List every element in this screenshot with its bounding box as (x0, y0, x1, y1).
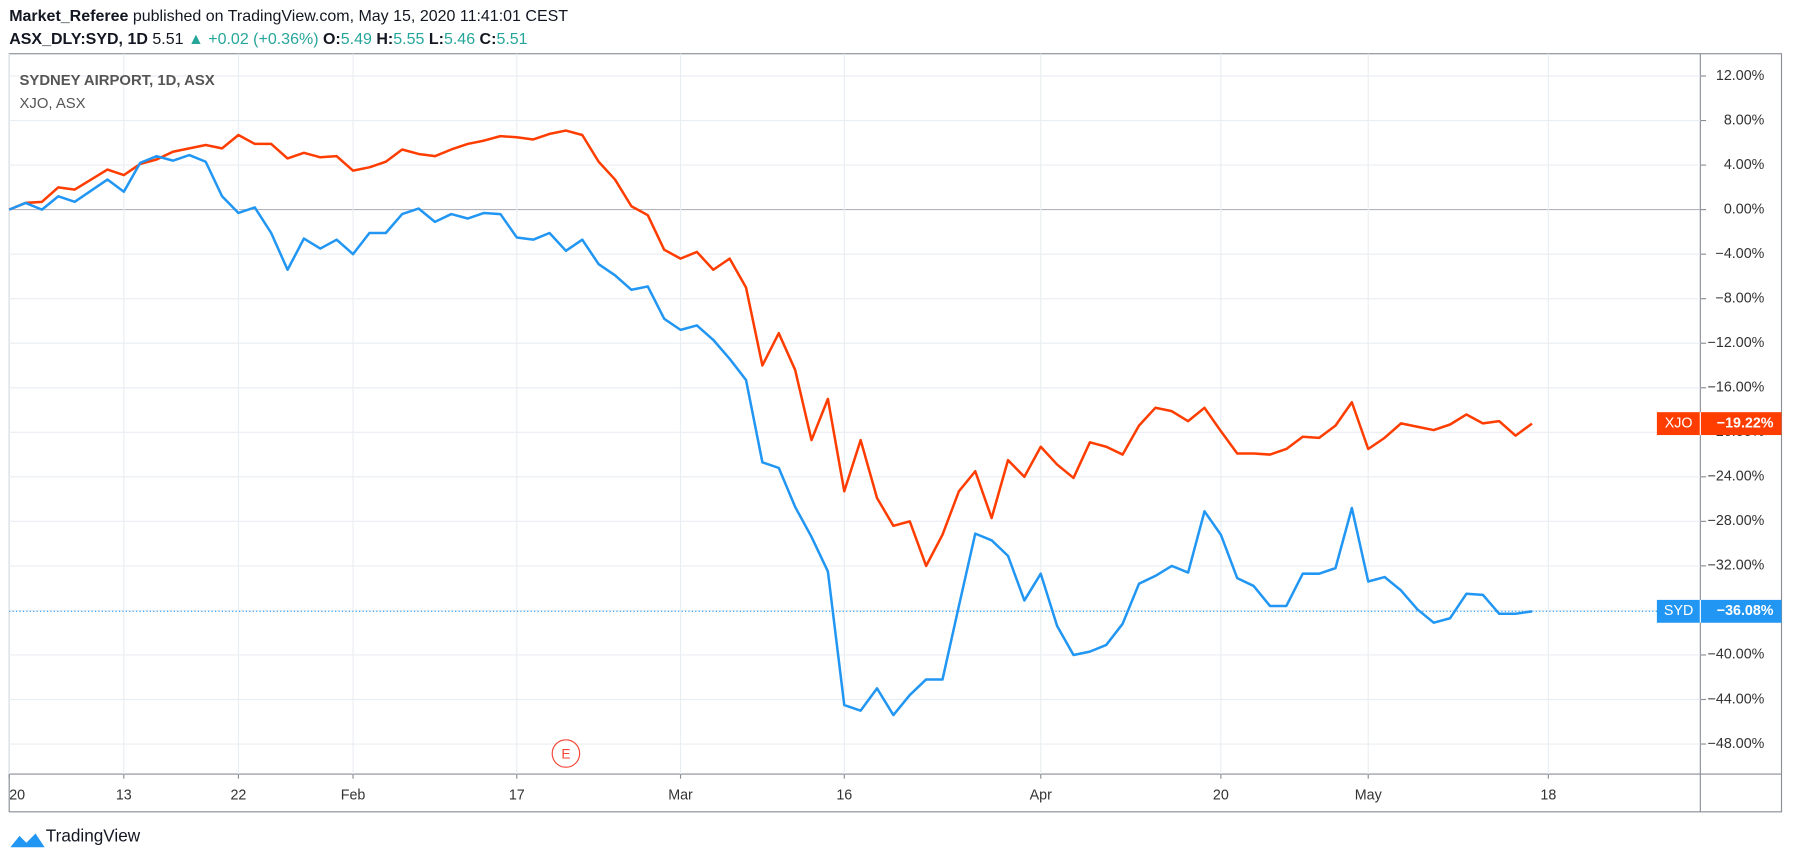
x-tick-label: 13 (116, 788, 132, 804)
legend-compare: XJO, ASX (19, 96, 85, 112)
x-tick-label: Apr (1030, 788, 1052, 804)
y-tick-label: −4.00% (1716, 246, 1765, 262)
series-line (8, 129, 1533, 568)
plot: XJO −19.22% SYD −36.08% E (8, 129, 1782, 768)
footer-brand: TradingView (46, 826, 141, 846)
earnings-text: E (561, 746, 570, 761)
symbol: ASX_DLY:SYD, 1D (9, 31, 148, 48)
y-tick-label: −32.00% (1708, 558, 1765, 574)
high-label: H: (376, 31, 393, 48)
close-label: C: (480, 31, 497, 48)
value-badge (1656, 412, 1782, 436)
y-tick-label: −8.00% (1716, 290, 1765, 306)
open-label: O: (323, 31, 341, 48)
close: 5.51 (496, 31, 527, 48)
earnings-marker (551, 739, 581, 768)
y-tick-label: −44.00% (1708, 691, 1765, 707)
x-tick-label: 20 (9, 788, 25, 804)
publisher: Market_Referee (9, 8, 128, 25)
x-tick-label: 18 (1540, 788, 1556, 804)
legend-main: SYDNEY AIRPORT, 1D, ASX (19, 73, 214, 89)
x-tick-label: Mar (668, 788, 693, 804)
x-tick-label: 17 (509, 788, 525, 804)
footer-logo (10, 833, 45, 848)
low: 5.46 (444, 31, 475, 48)
y-tick-label: 8.00% (1724, 112, 1765, 128)
x-tick-label: Feb (341, 788, 366, 804)
x-tick-label: May (1355, 788, 1383, 804)
value-badge (1656, 599, 1782, 623)
high: 5.55 (393, 31, 424, 48)
symbol-line: ASX_DLY:SYD, 1D 5.51 ▲ +0.02 (+0.36%) O:… (9, 31, 527, 48)
open: 5.49 (341, 31, 372, 48)
low-label: L: (429, 31, 444, 48)
publish-line: Market_Referee published on TradingView.… (9, 8, 568, 25)
x-tick-label: 20 (1213, 788, 1229, 804)
y-tick-label: −12.00% (1708, 335, 1765, 351)
change: ▲ +0.02 (+0.36%) (188, 31, 319, 48)
y-tick-label: 12.00% (1716, 68, 1765, 84)
y-tick-label: −28.00% (1708, 513, 1765, 529)
value-label: −19.22% (1717, 415, 1774, 431)
last-price: 5.51 (152, 31, 183, 48)
y-tick-label: −40.00% (1708, 647, 1765, 663)
value-label: −36.08% (1717, 603, 1774, 619)
y-tick-label: −16.00% (1708, 380, 1765, 396)
y-tick-label: 0.00% (1724, 201, 1765, 217)
series-name: XJO (1665, 415, 1693, 431)
x-tick-label: 22 (230, 788, 246, 804)
grid: 12.00% 8.00% 4.00% 0.00% −4.00% −8.00% −12.00%… (8, 53, 1765, 804)
y-tick-label: −24.00% (1708, 469, 1765, 485)
x-tick-label: 16 (836, 788, 852, 804)
series-line (8, 153, 1533, 717)
published: published on TradingView.com, May 15, 20… (133, 8, 568, 25)
y-tick-label: 4.00% (1724, 157, 1765, 173)
y-tick-label: −48.00% (1708, 736, 1765, 752)
series-name: SYD (1664, 603, 1693, 619)
